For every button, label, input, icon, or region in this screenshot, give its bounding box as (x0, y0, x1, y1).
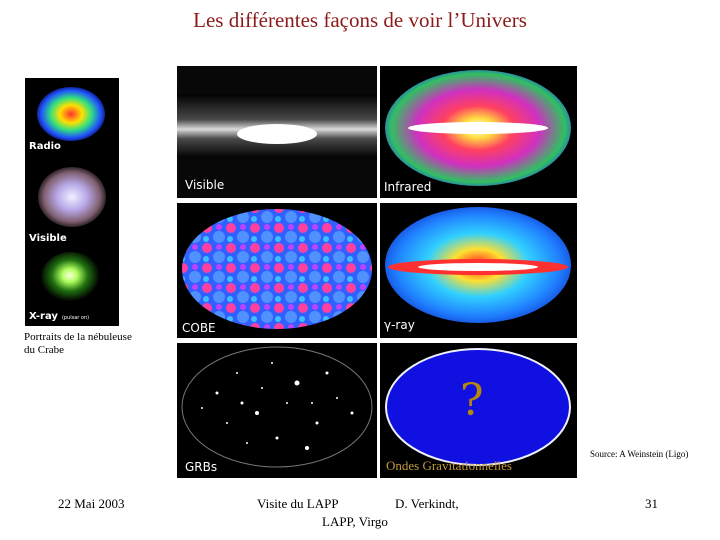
source-note: Source: A Weinstein (Ligo) (590, 449, 689, 459)
map-grbs: GRBs (177, 343, 377, 478)
gw-question-mark: ? (460, 375, 484, 426)
map-cobe: COBE (177, 203, 377, 338)
crab-label-visible: Visible (29, 233, 67, 244)
map-gravitational-waves: ? Ondes Gravitationnelles (380, 343, 577, 478)
footer-author: D. Verkindt, (395, 496, 459, 511)
crab-visible-image (38, 167, 106, 227)
crab-label-radio: Radio (29, 141, 61, 152)
footer-page-number: 31 (645, 496, 658, 511)
crab-label-xray: X-ray (pulsar on) (29, 311, 90, 322)
footer-date: 22 Mai 2003 (58, 496, 125, 511)
map-infrared: Infrared (380, 66, 577, 198)
crab-radio-image (37, 87, 105, 141)
crab-caption: Portraits de la nébuleuse du Crabe (24, 331, 132, 356)
crab-xray-note: (pulsar on) (61, 315, 90, 321)
label-cobe: COBE (182, 321, 216, 335)
label-grbs: GRBs (185, 460, 218, 474)
label-gamma: γ-ray (384, 318, 415, 332)
label-gravitational-waves: Ondes Gravitationnelles (386, 458, 512, 473)
crab-nebula-image: Radio Visible X-ray (pulsar on) (25, 78, 119, 326)
map-visible: Visible (177, 66, 377, 198)
label-visible: Visible (185, 178, 225, 192)
map-gamma: γ-ray (380, 203, 577, 338)
footer-affiliation: LAPP, Virgo (322, 514, 388, 529)
crab-xray-image (41, 252, 101, 304)
slide-title: Les différentes façons de voir l’Univers (193, 8, 527, 32)
footer-event: Visite du LAPP (257, 496, 339, 511)
label-infrared: Infrared (384, 180, 432, 194)
